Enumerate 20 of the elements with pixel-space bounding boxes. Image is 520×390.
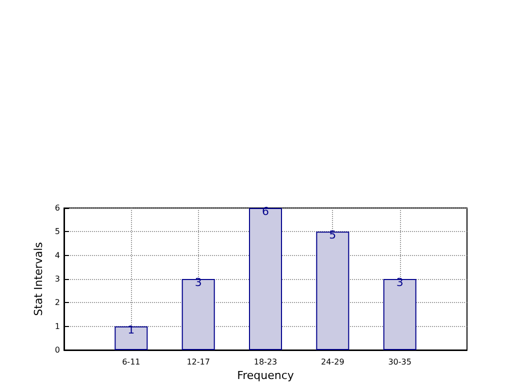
data-label: 5 <box>329 228 336 242</box>
bar <box>316 232 350 350</box>
x-tick-label: 18-23 <box>254 358 278 366</box>
y-axis-title: Stat Intervals <box>32 242 46 316</box>
x-tick-label: 12-17 <box>186 358 210 366</box>
y-tick-label: 1 <box>54 322 60 331</box>
y-tick-label: 3 <box>54 274 60 284</box>
y-tick-label: 4 <box>54 250 60 260</box>
y-tick-label: 5 <box>54 227 60 236</box>
bar <box>249 208 282 350</box>
x-tick-label: 6-11 <box>122 358 140 366</box>
x-axis-title: Frequency <box>237 369 294 382</box>
y-tick-label: 6 <box>54 204 60 212</box>
y-tick-label: 0 <box>54 346 60 354</box>
bar <box>182 279 215 350</box>
y-tick-label: 2 <box>54 298 60 308</box>
x-tick-label: 30-35 <box>388 358 412 366</box>
bar <box>383 279 416 350</box>
bar <box>114 326 148 350</box>
x-tick-label: 24-29 <box>321 358 344 366</box>
